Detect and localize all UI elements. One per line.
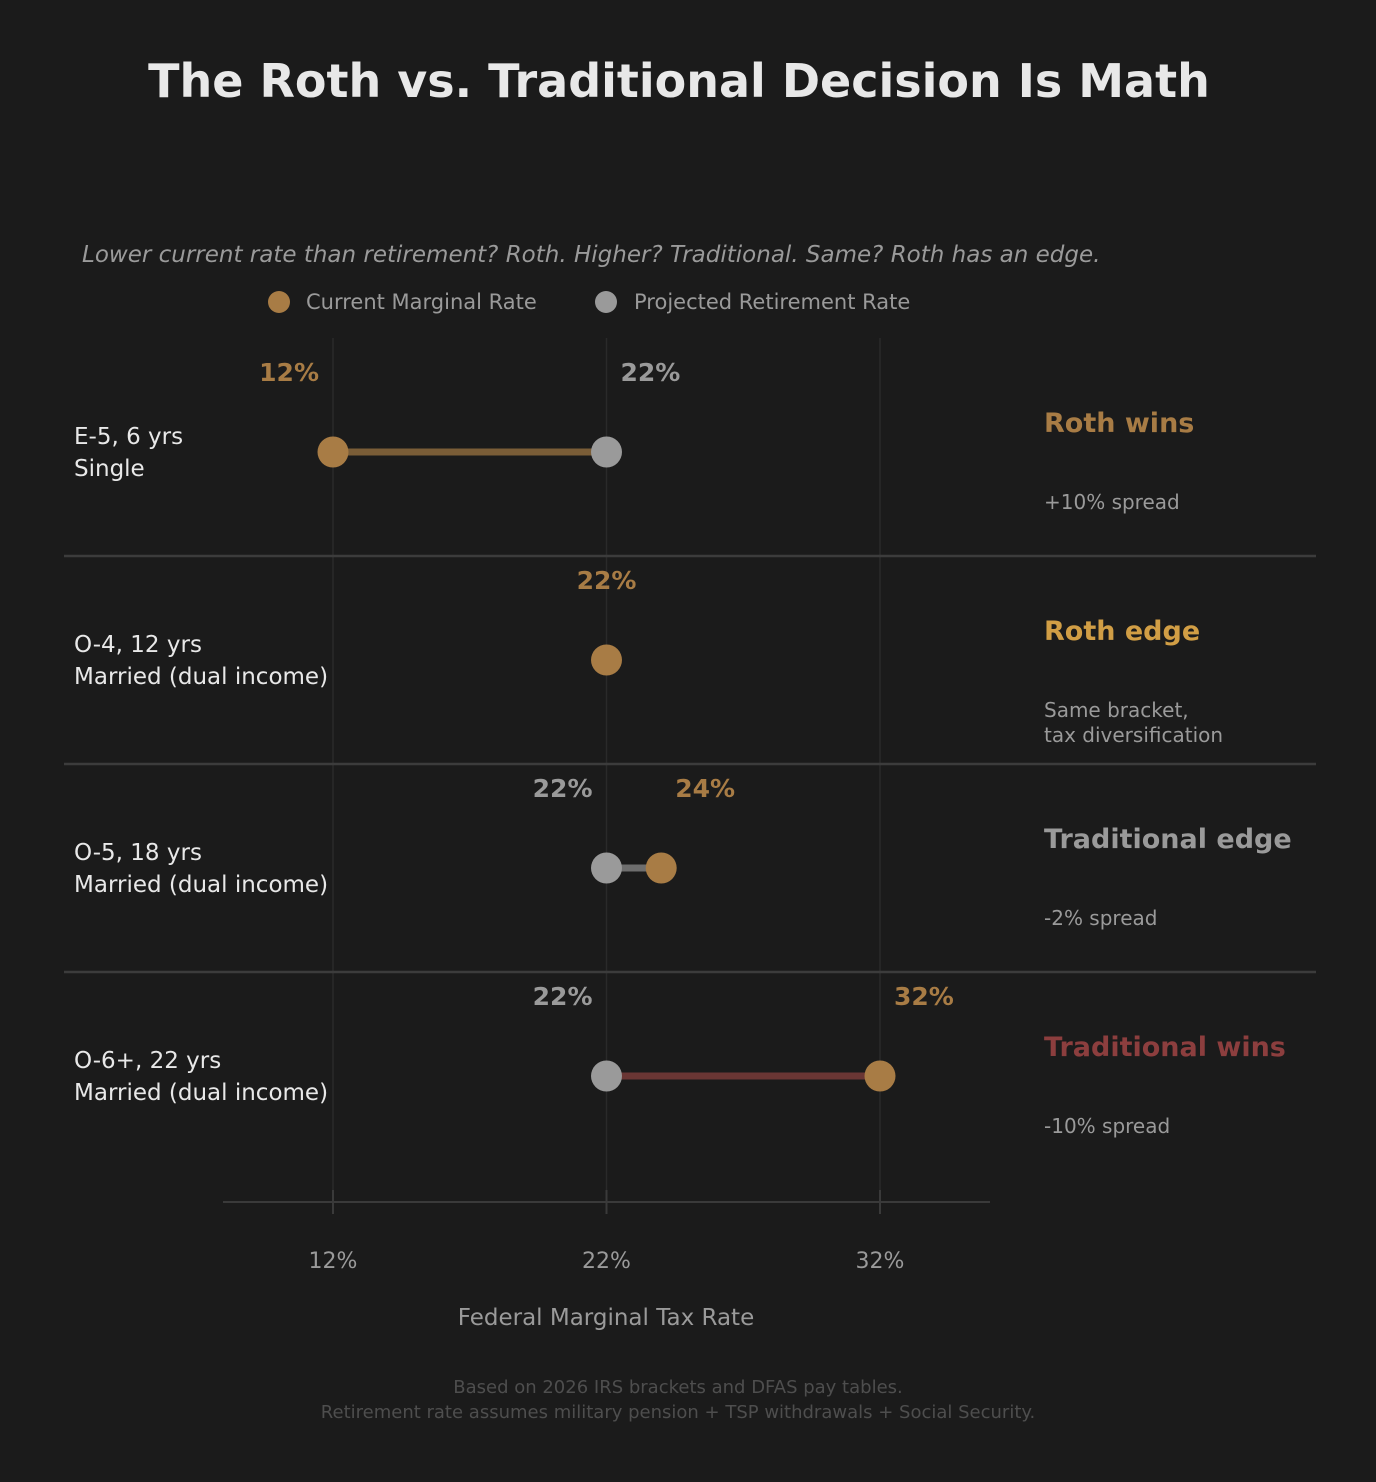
- chart-subtitle: Lower current rate than retirement? Roth…: [82, 242, 1100, 268]
- x-tick-label: 32%: [856, 1249, 905, 1274]
- current-rate-dot: [645, 852, 677, 884]
- verdict-note-line-2: tax diversification: [1044, 723, 1223, 747]
- row-1: E-5, 6 yrs Single 12% 22% Roth wins +10% spre…: [74, 358, 1194, 514]
- rows: E-5, 6 yrs Single 12% 22% Roth wins +10% spre…: [64, 358, 1316, 1138]
- legend-label-projected: Projected Retirement Rate: [634, 290, 910, 314]
- row-label-line2: Married (dual income): [74, 872, 328, 898]
- current-rate-dot: [591, 644, 622, 676]
- footnote-line-2: Retirement rate assumes military pension…: [321, 1402, 1035, 1423]
- legend-label-current: Current Marginal Rate: [306, 290, 537, 314]
- row-2: O-4, 12 yrs Married (dual income) 22% Roth …: [64, 554, 1316, 747]
- x-tick-label: 12%: [309, 1249, 358, 1274]
- verdict-label: Roth edge: [1044, 616, 1200, 647]
- verdict-note-line-1: Same bracket,: [1044, 698, 1189, 722]
- verdict-label: Traditional wins: [1044, 1032, 1286, 1063]
- x-axis: 12% 22% 32%: [223, 1190, 990, 1274]
- current-rate-label: 24%: [675, 774, 735, 803]
- x-axis-label: Federal Marginal Tax Rate: [458, 1305, 754, 1331]
- chart-title: The Roth vs. Traditional Decision Is Mat…: [148, 54, 1210, 108]
- row-label-line1: O-6+, 22 yrs: [74, 1048, 221, 1074]
- legend-marker-current: [268, 291, 290, 313]
- row-label-line1: O-4, 12 yrs: [74, 632, 202, 658]
- verdict-note-line-1: -10% spread: [1044, 1114, 1170, 1138]
- verdict-label: Roth wins: [1044, 408, 1194, 439]
- verdict-label: Traditional edge: [1044, 824, 1292, 855]
- verdict-note-line-1: +10% spread: [1044, 490, 1180, 514]
- verdict-note-line-1: -2% spread: [1044, 906, 1157, 930]
- row-label-line1: O-5, 18 yrs: [74, 840, 202, 866]
- row-label-line2: Married (dual income): [74, 664, 328, 690]
- projected-rate-label: 22%: [621, 358, 681, 387]
- row-label-line1: E-5, 6 yrs: [74, 424, 183, 450]
- projected-rate-label: 22%: [533, 774, 593, 803]
- row-3: O-5, 18 yrs Married (dual income) 24% 22% Tr…: [64, 762, 1316, 930]
- current-rate-label: 22%: [577, 566, 637, 595]
- current-rate-dot: [864, 1060, 896, 1092]
- projected-rate-dot: [591, 1060, 622, 1092]
- projected-rate-dot: [591, 436, 622, 468]
- grid: [332, 338, 881, 1198]
- current-rate-label: 12%: [259, 358, 319, 387]
- legend-marker-projected: [595, 291, 617, 313]
- current-rate-label: 32%: [894, 982, 954, 1011]
- current-rate-dot: [317, 436, 349, 468]
- projected-rate-label: 22%: [533, 982, 593, 1011]
- row-label-line2: Single: [74, 456, 145, 482]
- legend: Current Marginal Rate Projected Retireme…: [268, 290, 910, 314]
- row-label-line2: Married (dual income): [74, 1080, 328, 1106]
- x-tick-label: 22%: [582, 1249, 631, 1274]
- projected-rate-dot: [591, 852, 622, 884]
- footnote-line-1: Based on 2026 IRS brackets and DFAS pay …: [453, 1377, 903, 1398]
- row-4: O-6+, 22 yrs Married (dual income) 32% 22% T…: [64, 970, 1316, 1138]
